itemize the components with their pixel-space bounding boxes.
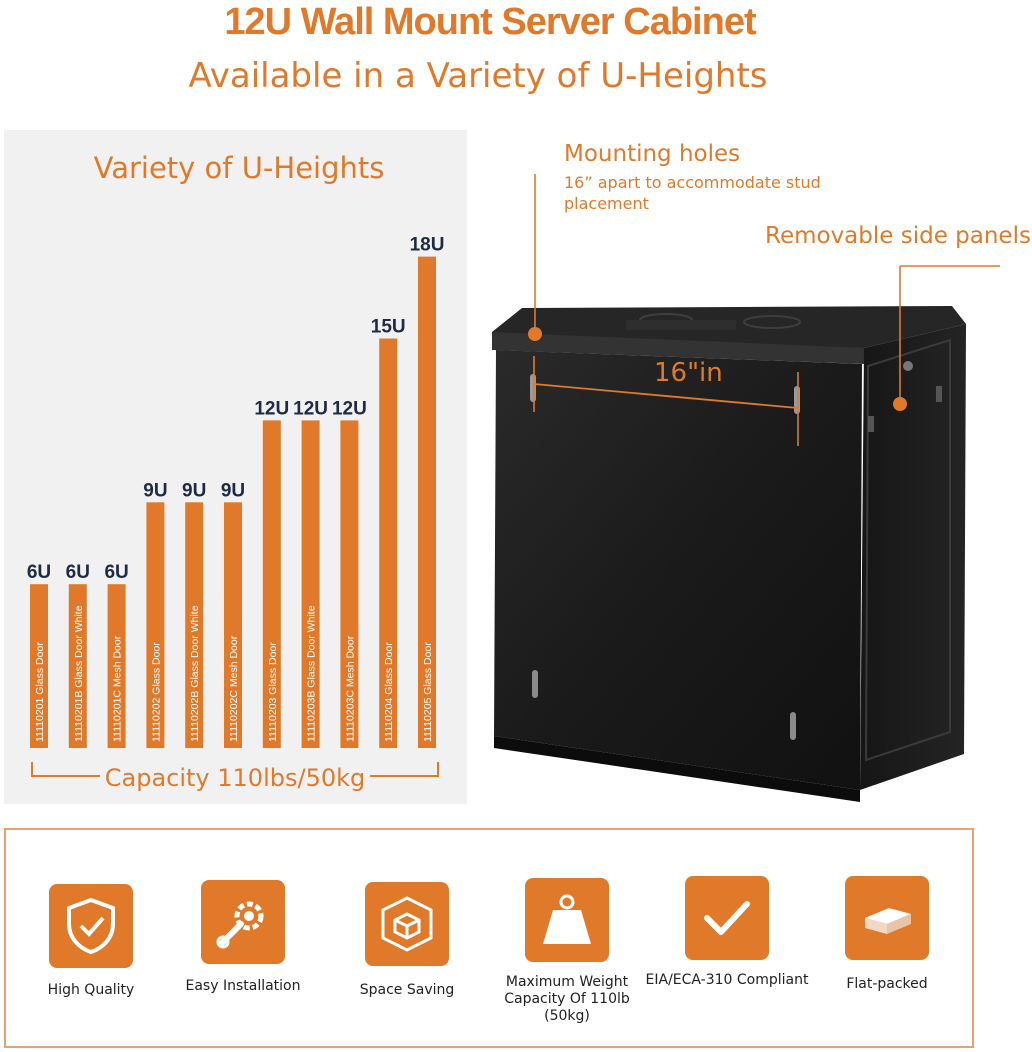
weight-icon xyxy=(525,878,609,962)
bar-value-label: 18U xyxy=(410,235,445,256)
bar xyxy=(185,502,204,748)
bar-value-label: 6U xyxy=(66,562,90,583)
mounting-slot xyxy=(530,374,536,402)
checkmark-icon xyxy=(685,876,769,960)
u-heights-bar-chart: 6U 11110201 Glass Door 6U 11110201B Glass D… xyxy=(27,235,445,777)
bar xyxy=(68,584,87,748)
mounting-slot xyxy=(532,670,538,698)
bar xyxy=(340,420,359,748)
chart-title: Variety of U-Heights xyxy=(93,151,385,185)
side-panels-label: Removable side panels xyxy=(765,223,1031,249)
feature-label: Easy Installation xyxy=(185,978,301,994)
mounting-slot xyxy=(794,386,800,414)
bar-category-label: 11110201 Glass Door xyxy=(34,642,46,742)
bar-category-label: 11110202B Glass Door White xyxy=(189,605,201,742)
page-subtitle: Available in a Variety of U-Heights xyxy=(188,56,768,96)
flat-box-icon xyxy=(845,876,929,960)
bar xyxy=(379,338,398,748)
bar xyxy=(30,584,48,748)
bar-value-label: 9U xyxy=(143,480,167,501)
bar-category-label: 11110203 Glass Door xyxy=(267,642,279,742)
bar xyxy=(146,502,165,748)
cube-icon xyxy=(365,882,449,966)
feature-label: High Quality xyxy=(47,982,135,998)
bar-value-label: 12U xyxy=(254,398,289,419)
bar-value-label: 6U xyxy=(104,562,128,583)
bar-category-label: 11110202C Mesh Door xyxy=(228,635,240,742)
cabinet-front-frame xyxy=(492,332,864,364)
mounting-holes-title: Mounting holes xyxy=(564,141,741,167)
bar-value-label: 12U xyxy=(293,398,328,419)
bar-value-label: 12U xyxy=(332,398,367,419)
bar xyxy=(262,420,281,748)
feature-label: Flat-packed xyxy=(846,976,928,992)
mounting-slot xyxy=(790,712,796,740)
bar xyxy=(224,502,242,748)
bar-category-label: 11110203C Mesh Door xyxy=(344,635,356,742)
cabinet-side-panel xyxy=(860,324,966,790)
bar xyxy=(301,420,320,748)
wrench-gear-icon xyxy=(201,880,285,964)
capacity-label: Capacity 110lbs/50kg xyxy=(100,762,370,794)
bar-category-label: 11110201B Glass Door White xyxy=(73,605,85,742)
cabinet-photo xyxy=(492,174,1000,802)
bar-category-label: 11110201C Mesh Door xyxy=(112,635,124,742)
bar-category-label: 11110205 Glass Door xyxy=(422,642,434,742)
shield-check-icon xyxy=(49,884,133,968)
bar-value-label: 15U xyxy=(371,317,406,338)
bar-category-label: 11110202 Glass Door xyxy=(150,642,162,742)
feature-label: Space Saving xyxy=(359,982,455,998)
mounting-holes-description: 16” apart to accommodate stud placement xyxy=(564,173,821,213)
bar xyxy=(418,256,436,748)
feature-label: Maximum Weight Capacity Of 110lb (50kg) xyxy=(504,974,630,1024)
bar-value-label: 9U xyxy=(221,480,245,501)
cabinet-front xyxy=(494,350,862,790)
features-box: High Quality Easy Installation Space Sav… xyxy=(4,828,974,1048)
page-title: 12U Wall Mount Server Cabinet xyxy=(224,1,756,43)
bar-value-label: 9U xyxy=(182,480,206,501)
bar-category-label: 11110203B Glass Door White xyxy=(306,605,318,742)
bar-value-label: 6U xyxy=(27,562,51,583)
width-label: 16"in xyxy=(654,358,723,388)
bar xyxy=(107,584,126,748)
feature-label: EIA/ECA-310 Compliant xyxy=(645,972,809,988)
bar-category-label: 11110204 Glass Door xyxy=(383,642,395,742)
